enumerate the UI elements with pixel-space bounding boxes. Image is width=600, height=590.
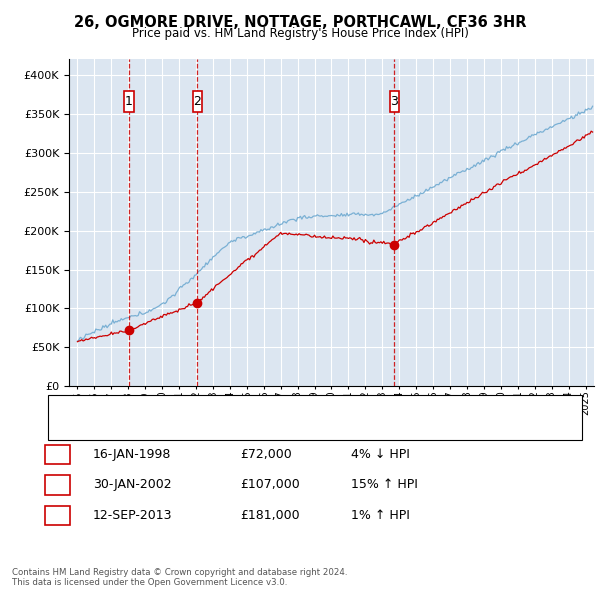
Text: 4% ↓ HPI: 4% ↓ HPI [351, 448, 410, 461]
Text: 26, OGMORE DRIVE, NOTTAGE, PORTHCAWL, CF36 3HR: 26, OGMORE DRIVE, NOTTAGE, PORTHCAWL, CF… [74, 15, 526, 30]
Text: £181,000: £181,000 [240, 509, 299, 522]
FancyBboxPatch shape [124, 91, 134, 112]
Text: HPI: Average price, detached house, Bridgend: HPI: Average price, detached house, Brid… [111, 422, 351, 432]
26, OGMORE DRIVE, NOTTAGE, PORTHCAWL, CF36 3HR (detached house) [587, 127, 595, 135]
FancyBboxPatch shape [193, 91, 202, 112]
HPI: Average price, detached house, Bridgend: (2.02e+03, 2.56e+05): Average price, detached house, Bridgend:… [427, 183, 434, 191]
Line: HPI: Average price, detached house, Bridgend: HPI: Average price, detached house, Brid… [77, 106, 593, 341]
Text: 26, OGMORE DRIVE, NOTTAGE, PORTHCAWL, CF36 3HR (detached house): 26, OGMORE DRIVE, NOTTAGE, PORTHCAWL, CF… [111, 402, 493, 412]
26, OGMORE DRIVE, NOTTAGE, PORTHCAWL, CF36 3HR (detached house) [455, 204, 462, 211]
Line: 26, OGMORE DRIVE, NOTTAGE, PORTHCAWL, CF36 3HR (detached house): 26, OGMORE DRIVE, NOTTAGE, PORTHCAWL, CF… [77, 131, 593, 342]
Text: 2: 2 [193, 95, 202, 108]
26, OGMORE DRIVE, NOTTAGE, PORTHCAWL, CF36 3HR (detached house) [161, 311, 169, 318]
HPI: Average price, detached house, Bridgend: (2e+03, 1.06e+05): Average price, detached house, Bridgend:… [161, 300, 169, 307]
HPI: Average price, detached house, Bridgend: (2.03e+03, 3.59e+05): Average price, detached house, Bridgend:… [589, 103, 596, 110]
26, OGMORE DRIVE, NOTTAGE, PORTHCAWL, CF36 3HR (detached house) [125, 326, 132, 333]
26, OGMORE DRIVE, NOTTAGE, PORTHCAWL, CF36 3HR (detached house) [180, 305, 187, 312]
Text: 16-JAN-1998: 16-JAN-1998 [93, 448, 172, 461]
HPI: Average price, detached house, Bridgend: (2e+03, 8.81e+04): Average price, detached house, Bridgend:… [125, 314, 132, 322]
Text: 1: 1 [53, 448, 62, 461]
HPI: Average price, detached house, Bridgend: (2.01e+03, 2.21e+05): Average price, detached house, Bridgend:… [352, 211, 359, 218]
Text: 1: 1 [125, 95, 133, 108]
HPI: Average price, detached house, Bridgend: (2.02e+03, 2.75e+05): Average price, detached house, Bridgend:… [455, 169, 462, 176]
Text: 1% ↑ HPI: 1% ↑ HPI [351, 509, 410, 522]
HPI: Average price, detached house, Bridgend: (2e+03, 1.3e+05): Average price, detached house, Bridgend:… [180, 281, 187, 289]
26, OGMORE DRIVE, NOTTAGE, PORTHCAWL, CF36 3HR (detached house) [352, 237, 359, 244]
Text: Contains HM Land Registry data © Crown copyright and database right 2024.
This d: Contains HM Land Registry data © Crown c… [12, 568, 347, 587]
Text: Price paid vs. HM Land Registry's House Price Index (HPI): Price paid vs. HM Land Registry's House … [131, 27, 469, 40]
26, OGMORE DRIVE, NOTTAGE, PORTHCAWL, CF36 3HR (detached house) [427, 222, 434, 229]
26, OGMORE DRIVE, NOTTAGE, PORTHCAWL, CF36 3HR (detached house) [589, 129, 596, 136]
HPI: Average price, detached house, Bridgend: (2e+03, 5.81e+04): Average price, detached house, Bridgend:… [74, 337, 81, 345]
Text: 3: 3 [53, 509, 62, 522]
Text: 2: 2 [53, 478, 62, 491]
Text: 12-SEP-2013: 12-SEP-2013 [93, 509, 173, 522]
Text: 3: 3 [391, 95, 398, 108]
FancyBboxPatch shape [389, 91, 399, 112]
Text: £72,000: £72,000 [240, 448, 292, 461]
Text: 15% ↑ HPI: 15% ↑ HPI [351, 478, 418, 491]
26, OGMORE DRIVE, NOTTAGE, PORTHCAWL, CF36 3HR (detached house) [74, 338, 81, 345]
Text: £107,000: £107,000 [240, 478, 300, 491]
Text: 30-JAN-2002: 30-JAN-2002 [93, 478, 172, 491]
